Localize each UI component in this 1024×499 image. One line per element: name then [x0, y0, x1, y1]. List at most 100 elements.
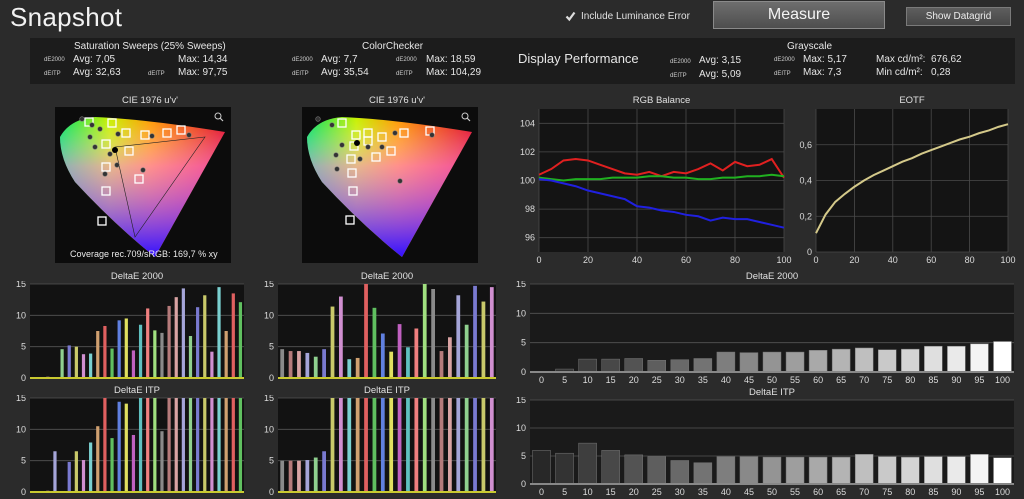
x-tick-label: 20: [629, 375, 639, 385]
bar: [288, 460, 293, 492]
bar: [146, 398, 150, 492]
zoom-icon[interactable]: [461, 112, 471, 122]
y-tick-label: 104: [520, 118, 535, 128]
bar: [338, 296, 343, 378]
series-line-1: [538, 173, 785, 182]
cie-right-diagram[interactable]: [302, 107, 478, 263]
saturation-deltae-itp-chart: 0 5 10 15: [16, 395, 244, 497]
grayscale-de2000-tag: dE2000: [774, 57, 795, 63]
bar: [81, 354, 86, 378]
bar: [901, 348, 920, 373]
bar: [947, 345, 966, 373]
bar: [762, 456, 782, 485]
measure-button[interactable]: Measure: [713, 1, 885, 29]
cc-de2000-title: DeltaE 2000: [360, 271, 414, 282]
series-line-0: [815, 123, 1009, 234]
bar: [464, 324, 469, 378]
x-tick-label: 0: [539, 487, 544, 497]
x-tick-label: 100: [995, 375, 1010, 385]
bar: [439, 398, 444, 492]
include-luminance-label: Include Luminance Error: [581, 11, 690, 22]
bar: [117, 401, 121, 492]
bar: [305, 352, 310, 378]
x-tick-label: 60: [813, 487, 823, 497]
bar: [330, 398, 335, 492]
grayscale-de2000-max: Max: 5,17: [803, 54, 847, 65]
bar: [993, 341, 1012, 373]
bar: [647, 456, 667, 485]
x-tick-label: 0: [539, 375, 544, 385]
x-tick-label: 40: [632, 255, 642, 265]
colorchecker-deitp-tag: dEITP: [292, 71, 309, 77]
include-luminance-checkbox[interactable]: Include Luminance Error: [565, 11, 690, 22]
show-datagrid-button[interactable]: Show Datagrid: [906, 7, 1011, 26]
x-tick-label: 75: [882, 487, 892, 497]
y-tick-label: 0: [21, 373, 26, 383]
y-tick-label: 0: [269, 373, 274, 383]
y-tick-label: 5: [521, 451, 526, 461]
bar: [203, 398, 207, 492]
zoom-icon[interactable]: [214, 112, 224, 122]
x-tick-label: 35: [698, 375, 708, 385]
bar: [831, 456, 851, 485]
rgb-balance-chart: 96 98 100 102 104 0 20 40 60 80 100: [520, 109, 792, 265]
bar: [447, 337, 452, 378]
colorchecker-deltae-itp-chart: 0 5 10 15: [264, 395, 496, 497]
x-tick-label: 55: [790, 487, 800, 497]
x-tick-label: 60: [681, 255, 691, 265]
bar: [89, 442, 93, 492]
bar: [67, 345, 71, 378]
eotf-chart: 0 0,2 0,4 0,6 0 20 40 60 80 100: [799, 109, 1016, 265]
y-tick-label: 15: [16, 395, 26, 403]
saturation-deitp-max: Max: 97,75: [178, 67, 228, 78]
sat-deitp-title: DeltaE ITP: [114, 385, 160, 396]
bar: [131, 434, 136, 492]
bar: [138, 398, 143, 492]
y-tick-label: 0: [521, 479, 526, 489]
bar: [338, 398, 343, 492]
colorchecker-de2000-avg: Avg: 7,7: [321, 54, 358, 65]
checkmark-icon: [565, 11, 576, 22]
y-tick-label: 15: [264, 281, 274, 289]
cie-left-diagram[interactable]: Coverage rec.709/sRGB: 169,7 % xy: [55, 107, 231, 263]
x-tick-label: 95: [974, 375, 984, 385]
bar: [110, 348, 114, 378]
bar: [167, 398, 171, 492]
saturation-deitp-tag: dEITP: [44, 71, 61, 77]
cie-left-title: CIE 1976 u'v': [122, 95, 178, 106]
y-tick-label: 0: [269, 487, 274, 497]
bar: [670, 359, 690, 373]
x-tick-label: 5: [562, 375, 567, 385]
bar: [238, 398, 243, 492]
bar: [380, 333, 385, 378]
bar: [372, 398, 377, 492]
x-tick-label: 20: [849, 255, 859, 265]
y-tick-label: 98: [525, 204, 535, 214]
bar: [153, 398, 157, 492]
y-tick-label: 15: [516, 281, 526, 289]
x-tick-label: 65: [836, 487, 846, 497]
bar: [124, 403, 128, 492]
bar: [481, 398, 486, 492]
display-performance-label: Display Performance: [518, 51, 639, 66]
colorchecker-deitp-avg: Avg: 35,54: [321, 67, 369, 78]
bar: [138, 324, 143, 378]
y-tick-label: 5: [21, 456, 26, 466]
x-tick-label: 100: [995, 487, 1010, 497]
x-tick-label: 10: [583, 487, 593, 497]
bar: [555, 452, 574, 485]
bar: [224, 331, 228, 378]
y-tick-label: 0,4: [799, 176, 812, 186]
colorchecker-deltae-chart: 0 5 10 15: [264, 281, 496, 383]
x-tick-label: 30: [675, 487, 685, 497]
bar: [188, 398, 193, 492]
plot-area: [278, 284, 496, 378]
y-tick-label: 102: [520, 147, 535, 157]
bar: [313, 457, 318, 492]
colorchecker-de2000-tag-2: dE2000: [396, 57, 417, 63]
bar: [431, 289, 436, 378]
colorchecker-deitp-tag-2: dEITP: [396, 71, 413, 77]
coverage-label: Coverage rec.709/sRGB: 169,7 % xy: [70, 249, 218, 259]
y-tick-label: 15: [264, 395, 274, 403]
grayscale-title: Grayscale: [787, 41, 833, 52]
